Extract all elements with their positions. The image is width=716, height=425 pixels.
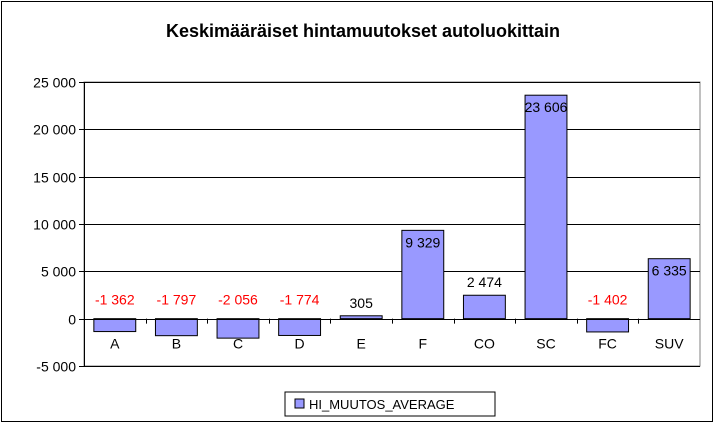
category-label: FC — [598, 336, 617, 352]
bar-co — [462, 294, 506, 320]
data-label: -1 774 — [280, 292, 320, 308]
y-tick-label: 20 000 — [33, 122, 76, 138]
y-tick-label: 25 000 — [33, 75, 76, 91]
category-label: SC — [536, 336, 555, 352]
bar-a — [93, 318, 137, 333]
data-label: -1 362 — [95, 292, 135, 308]
bar-suv — [647, 258, 691, 320]
data-label: 305 — [350, 295, 374, 311]
legend-box — [284, 391, 496, 417]
bar-sc — [524, 94, 568, 320]
plot-area: 25 000 20 000 15 000 10 000 5 000 0 -5 000 A -1 … — [33, 75, 701, 375]
y-tick-label: 10 000 — [33, 217, 76, 233]
legend: HI_MUUTOS_AVERAGE — [284, 391, 496, 417]
data-label: -1 797 — [157, 292, 197, 308]
category-label: E — [357, 336, 366, 352]
category-label: D — [295, 336, 305, 352]
bar-b — [154, 318, 198, 337]
category-label: SUV — [655, 336, 684, 352]
data-label: -1 402 — [588, 292, 628, 308]
category-label: B — [172, 336, 181, 352]
category-label: F — [419, 336, 428, 352]
bar-d — [278, 318, 322, 336]
bar-c — [216, 318, 260, 339]
chart-title: Keskimääräiset hintamuutokset autoluokit… — [166, 21, 560, 41]
bar-f — [401, 229, 445, 320]
legend-swatch — [294, 398, 305, 409]
bar-fc — [586, 318, 630, 333]
y-tick-label: 15 000 — [33, 170, 76, 186]
y-tick-label: 5 000 — [41, 264, 76, 280]
category-label: C — [233, 336, 243, 352]
category-label: A — [110, 336, 120, 352]
y-tick-label: 0 — [68, 312, 76, 328]
category-label: CO — [474, 336, 495, 352]
legend-label: HI_MUUTOS_AVERAGE — [309, 397, 455, 412]
data-label: -2 056 — [218, 292, 258, 308]
data-label: 23 606 — [525, 99, 568, 115]
bar-e — [339, 315, 383, 320]
y-tick-label: -5 000 — [36, 359, 76, 375]
data-label: 2 474 — [467, 274, 502, 290]
data-label: 9 329 — [405, 234, 440, 250]
data-label: 6 335 — [652, 263, 687, 279]
